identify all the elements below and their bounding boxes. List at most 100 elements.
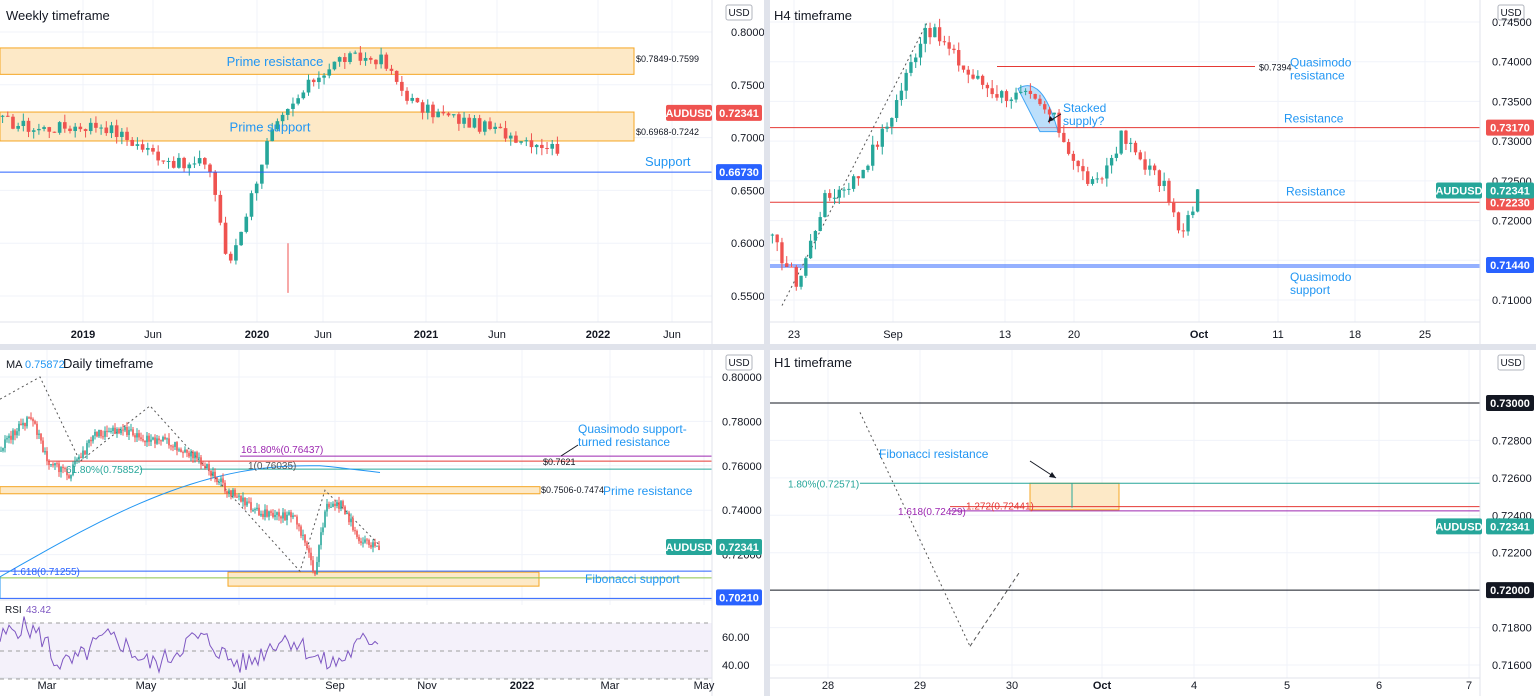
candle <box>1004 91 1009 101</box>
level-badge-bg <box>1486 582 1534 599</box>
symbol-badge: AUDUSD <box>665 542 712 554</box>
candle <box>1143 159 1147 170</box>
candle <box>154 437 156 444</box>
fib-1-label: 1(0.76035) <box>248 461 296 472</box>
y-axis-tick: 0.72600 <box>1492 473 1532 485</box>
candle <box>290 512 292 518</box>
candle <box>370 545 372 548</box>
x-axis-tick: 2020 <box>245 329 269 341</box>
candle <box>242 497 244 502</box>
candle <box>389 68 394 71</box>
candle <box>457 114 461 124</box>
candle <box>110 431 112 433</box>
candle <box>376 545 378 547</box>
candle <box>198 457 200 459</box>
candle <box>164 437 166 440</box>
candle <box>789 266 794 268</box>
candle <box>192 163 197 165</box>
candle <box>68 475 70 479</box>
candle <box>220 478 222 482</box>
candle <box>223 222 228 254</box>
candle <box>503 128 508 139</box>
candle <box>18 423 20 432</box>
h1-chart[interactable]: H1 timeframe USD 0.728000.726000.724000.… <box>770 350 1536 696</box>
candle <box>923 27 927 44</box>
candle <box>78 456 80 460</box>
candle <box>80 456 82 458</box>
candle <box>794 267 798 287</box>
candle <box>1052 112 1056 115</box>
zone-range: $0.6968-0.7242 <box>636 127 699 137</box>
candle <box>483 121 487 132</box>
candle <box>1191 211 1195 216</box>
candle <box>441 111 446 114</box>
candle <box>291 103 295 109</box>
quasimodo-support-label: Quasimodo support <box>1290 270 1352 297</box>
candle <box>904 72 908 91</box>
candle <box>186 449 188 453</box>
candle <box>292 515 294 518</box>
currency-button[interactable] <box>725 4 753 21</box>
panel-title: Daily timeframe <box>63 356 153 371</box>
moving-average-line <box>0 465 381 599</box>
fib-label: 1.618(0.72429) <box>898 507 966 518</box>
candle <box>436 111 440 118</box>
candle <box>37 128 41 131</box>
candle <box>76 459 78 462</box>
x-axis-tick: 30 <box>1006 680 1018 692</box>
candle <box>42 127 46 129</box>
candle <box>1000 91 1004 98</box>
candle <box>120 131 124 137</box>
currency-button[interactable] <box>725 354 753 371</box>
daily-chart[interactable]: RSI 43.42 60.00 40.00 MA 0.75872 Daily time… <box>0 350 764 696</box>
candle <box>6 438 8 440</box>
candle <box>260 164 264 184</box>
currency-button[interactable] <box>1497 354 1525 371</box>
symbol-badge-bg <box>1436 182 1482 199</box>
candle <box>162 437 164 442</box>
candle <box>31 130 36 132</box>
level-badge-bg <box>716 589 762 606</box>
candle <box>249 193 254 217</box>
prime-resistance-range: $0.7506-0.7474 <box>541 485 604 495</box>
candle <box>1095 178 1099 180</box>
candle <box>254 183 259 194</box>
candle <box>50 464 52 466</box>
candle <box>128 429 130 436</box>
x-axis-tick: Sep <box>883 329 903 341</box>
candle <box>156 151 160 161</box>
candle <box>334 503 336 506</box>
arrow-head <box>1049 472 1056 478</box>
candle <box>228 490 230 494</box>
candle <box>330 506 332 508</box>
candle <box>1133 142 1138 153</box>
y-axis-tick: 0.73500 <box>1492 96 1532 108</box>
symbol-badge-bg <box>666 104 712 121</box>
candle <box>84 450 86 455</box>
currency-label: USD <box>728 358 749 369</box>
y-axis-tick: 0.72800 <box>1492 435 1532 447</box>
x-axis-tick: May <box>694 680 715 692</box>
x-axis-tick: Oct <box>1093 680 1112 692</box>
candle <box>540 144 544 149</box>
candle <box>24 422 26 427</box>
candle <box>304 534 306 543</box>
y-axis-tick: 0.74500 <box>1492 17 1532 29</box>
candle <box>374 542 376 547</box>
candle <box>135 144 140 146</box>
x-axis-tick: 7 <box>1466 680 1472 692</box>
candle <box>837 189 841 198</box>
label-line: supply? <box>1063 114 1105 128</box>
candle <box>296 516 298 525</box>
candle <box>102 436 104 438</box>
candle <box>88 122 93 132</box>
label-line: resistance <box>1290 68 1345 82</box>
candle <box>82 450 84 458</box>
currency-button[interactable] <box>1497 4 1525 21</box>
h4-chart[interactable]: H4 timeframe USD 0.74500 0.74000 0.73500 0.… <box>770 0 1536 344</box>
candle <box>1057 112 1061 133</box>
fib-1618-label: 161.80%(0.76437) <box>241 445 323 456</box>
stacked-supply-label: Stacked supply? <box>1063 101 1106 128</box>
